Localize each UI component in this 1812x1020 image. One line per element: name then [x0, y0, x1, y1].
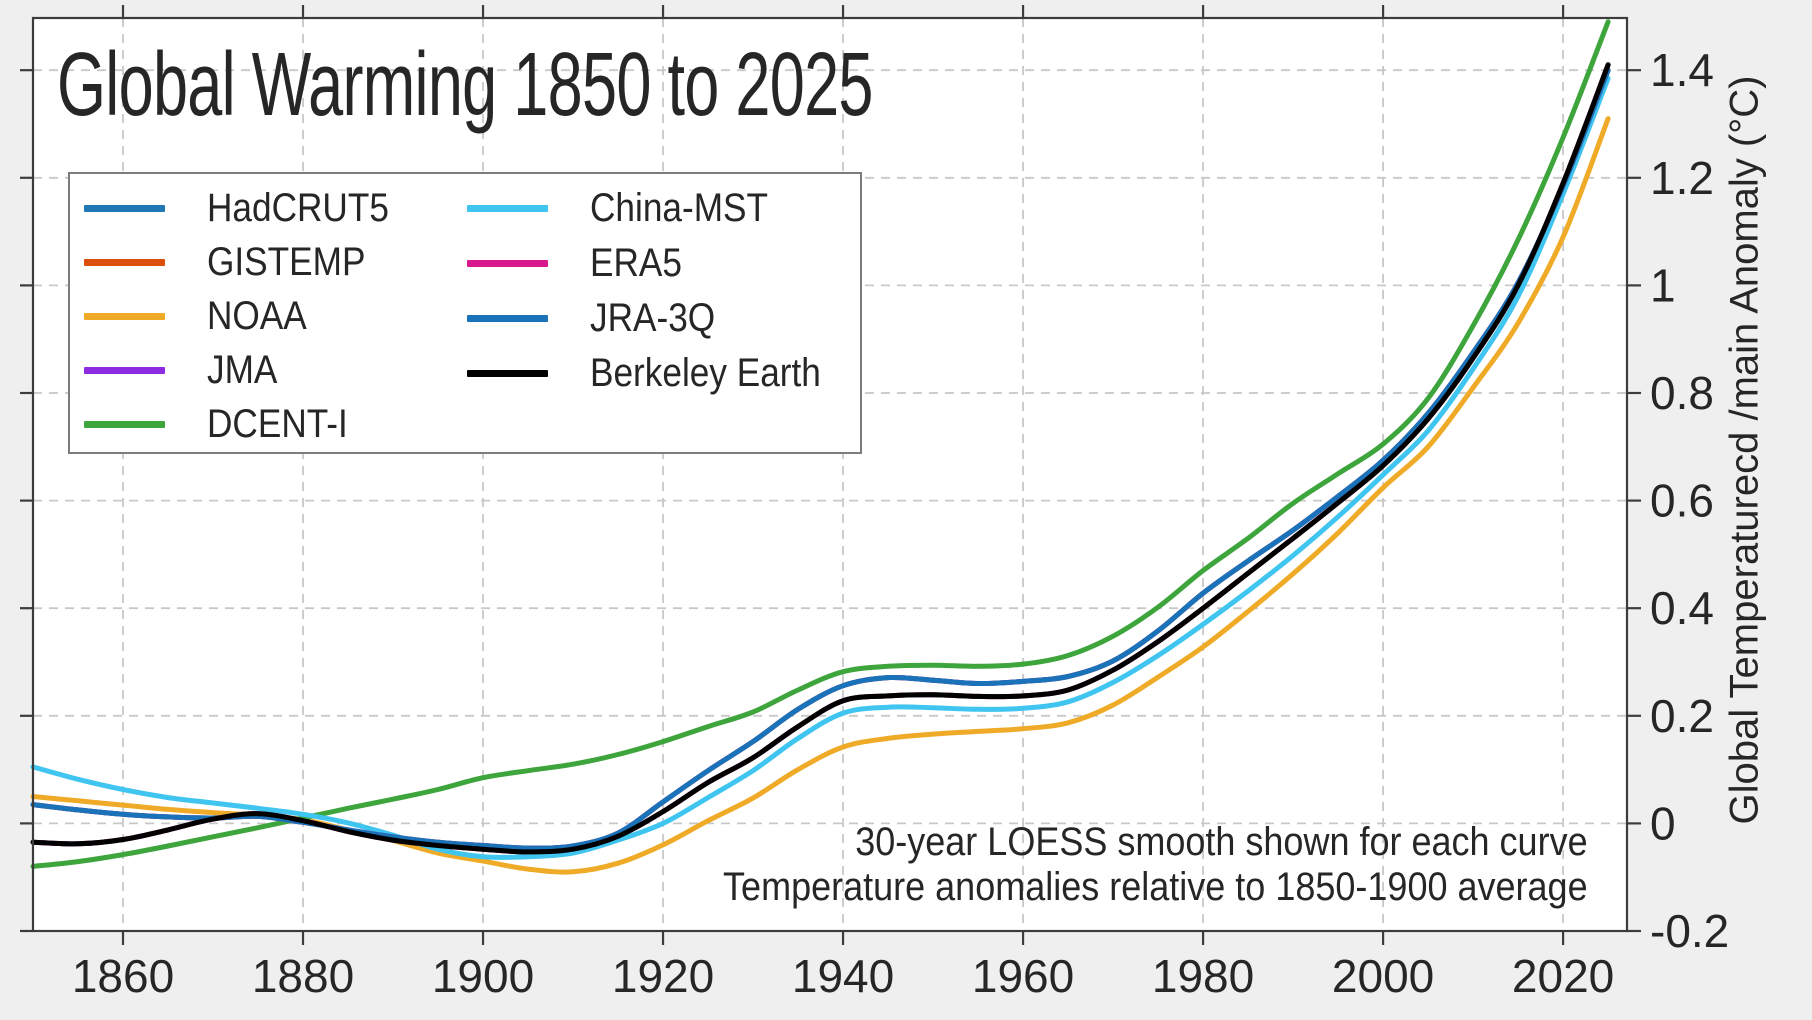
- annotation-line-2: Temperature anomalies relative to 1850-1…: [723, 864, 1588, 909]
- legend-swatch: [84, 367, 165, 375]
- series-line-china-mst: [30, 75, 1611, 860]
- legend-label: ERA5: [590, 241, 682, 285]
- legend-swatch: [467, 315, 548, 322]
- y-tick-label: 0: [1650, 797, 1676, 849]
- legend-item-noaa: NOAA: [84, 289, 467, 343]
- legend-item-era5: ERA5: [467, 236, 860, 291]
- y-tick-label: 1: [1650, 259, 1676, 311]
- y-tick-label: 1.2: [1650, 152, 1714, 204]
- x-tick-label: 1960: [972, 950, 1074, 1002]
- series-line-dcent-i: [30, 19, 1611, 869]
- x-tick-label: 1920: [612, 950, 714, 1002]
- legend-swatch: [84, 313, 165, 320]
- legend-swatch: [84, 204, 165, 212]
- y-tick-label: 1.4: [1650, 44, 1714, 96]
- legend-item-jra-3q: JRA-3Q: [467, 291, 860, 346]
- legend-label: China-MST: [590, 186, 768, 230]
- y-tick-label: 0.2: [1650, 690, 1714, 742]
- legend-item-hadcrut5: HadCRUT5: [84, 181, 467, 235]
- legend-item-gistemp: GISTEMP: [84, 235, 467, 289]
- x-tick-label: 2000: [1332, 950, 1434, 1002]
- legend-column-2: China-MST ERA5 JRA-3Q Berkeley Earth: [467, 181, 860, 452]
- x-tick-label: 1900: [432, 950, 534, 1002]
- legend-box: HadCRUT5 GISTEMP NOAA JMA DCENT-I China-MST E…: [68, 172, 862, 454]
- x-tick-label: 2020: [1512, 950, 1614, 1002]
- x-tick-label: 1940: [792, 950, 894, 1002]
- y-tick-label: 0.6: [1650, 475, 1714, 527]
- legend-label: NOAA: [207, 294, 307, 338]
- annotation-line-1: 30-year LOESS smooth shown for each curv…: [855, 820, 1588, 864]
- legend-label: JRA-3Q: [590, 296, 716, 340]
- legend-swatch: [84, 258, 165, 266]
- legend-item-china-mst: China-MST: [467, 181, 860, 236]
- y-axis-label: Global Temperaturecd /main Anomaly (°C): [1722, 75, 1767, 825]
- legend-label: HadCRUT5: [207, 185, 389, 230]
- legend-label: DCENT-I: [207, 402, 348, 447]
- x-tick-label: 1880: [252, 950, 354, 1002]
- x-tick-label: 1980: [1152, 950, 1254, 1002]
- plot-spines: [31, 16, 1629, 933]
- legend-column-1: HadCRUT5 GISTEMP NOAA JMA DCENT-I: [70, 181, 467, 452]
- legend-swatch: [467, 370, 548, 377]
- x-tick-label: 1860: [72, 950, 174, 1002]
- legend-swatch: [467, 260, 548, 267]
- y-tick-label: 0.8: [1650, 367, 1714, 419]
- legend-swatch: [467, 205, 548, 212]
- chart-title: Global Warming 1850 to 2025: [57, 35, 873, 135]
- legend-label: JMA: [207, 348, 278, 393]
- plot-area: [33, 18, 1627, 931]
- legend-label: Berkeley Earth: [590, 351, 821, 395]
- legend-swatch: [84, 421, 165, 429]
- y-tick-label: -0.2: [1650, 905, 1729, 957]
- series-line-berkeley-earth: [30, 62, 1611, 855]
- legend-item-dcent-i: DCENT-I: [84, 398, 467, 452]
- annotation-block: 30-year LOESS smooth shown for each curv…: [723, 820, 1588, 910]
- legend-label: GISTEMP: [207, 239, 366, 284]
- y-tick-label: 0.4: [1650, 582, 1714, 634]
- legend-item-berkeley-earth: Berkeley Earth: [467, 346, 860, 401]
- legend-item-jma: JMA: [84, 344, 467, 398]
